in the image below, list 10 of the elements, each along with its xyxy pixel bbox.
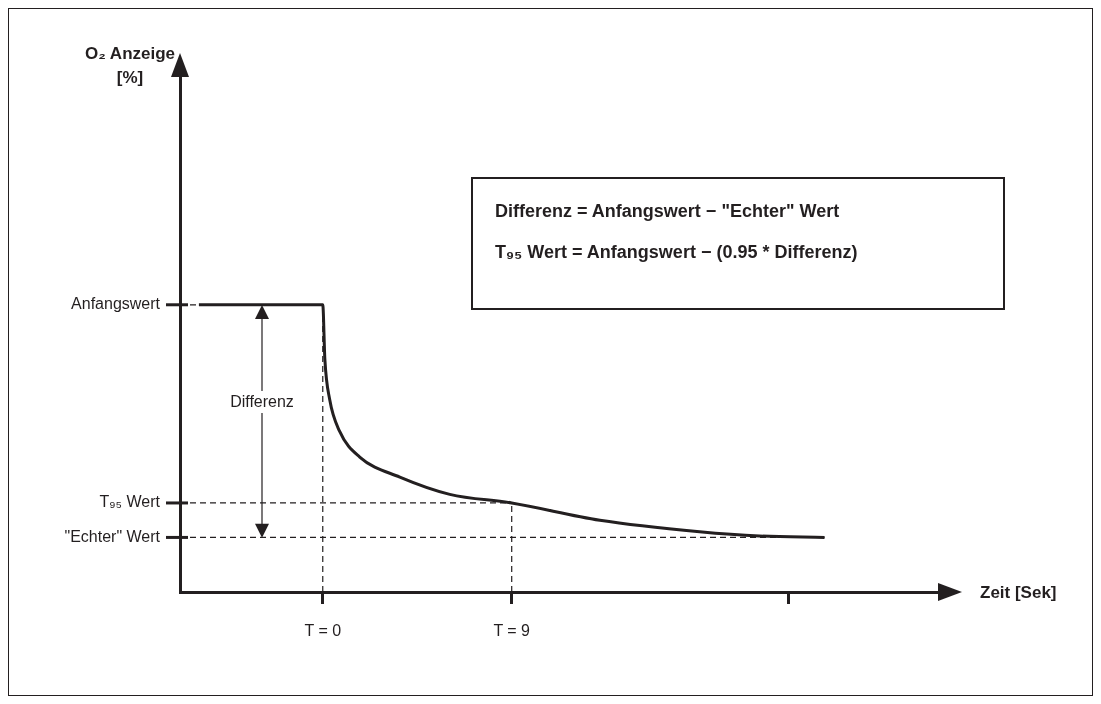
ref-line-label: T₉₅ Wert [99, 493, 161, 511]
x-tick-label: T = 9 [493, 622, 531, 640]
x-axis-title: Zeit [Sek] [980, 582, 1057, 602]
text: T₉₅ Wert = Anfangswert − (0.95 * Differenz) [495, 242, 859, 263]
text: O₂ Anzeige [%] [84, 44, 176, 87]
x-tick-label: T = 0 [304, 622, 342, 640]
annotation: Differenz [217, 391, 307, 414]
text: Differenz = Anfangswert − "Echter" Wert [495, 201, 841, 222]
ref-line-label: "Echter" Wert [64, 527, 161, 545]
ref-line-label: Anfangswert [71, 295, 161, 313]
